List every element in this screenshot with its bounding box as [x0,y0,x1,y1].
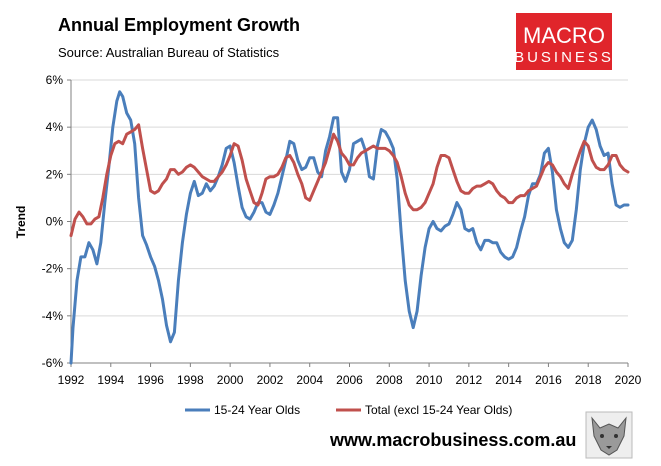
x-tick-label: 2012 [456,373,483,387]
x-tick-label: 1998 [177,373,204,387]
y-tick-label: 4% [46,120,64,134]
x-tick-label: 2016 [535,373,562,387]
chart-title: Annual Employment Growth [58,15,300,35]
series-lines [69,90,630,365]
y-tick-label: -6% [42,356,64,370]
macrobusiness-logo: MACRO BUSINESS [514,13,614,70]
x-tick-label: 2010 [416,373,443,387]
website-url: www.macrobusiness.com.au [329,430,576,450]
legend-label-15-24: 15-24 Year Olds [214,403,300,417]
logo-line2: BUSINESS [514,49,614,66]
x-tick-label: 1996 [137,373,164,387]
y-tick-label: 0% [46,215,64,229]
y-tick-label: -2% [42,262,64,276]
x-tick-label: 2004 [296,373,323,387]
x-tick-label: 2018 [575,373,602,387]
y-axis-label: Trend [14,206,28,239]
x-tick-label: 1994 [97,373,124,387]
x-tick-label: 2000 [217,373,244,387]
y-tick-label: -4% [42,309,64,323]
y-tick-label: 2% [46,167,64,181]
logo-background [516,13,612,70]
x-axis-ticks: 1992 1994 1996 1998 2000 2002 2004 2006 2008 2010… [58,363,642,387]
chart-subtitle: Source: Australian Bureau of Statistics [58,45,280,60]
legend-label-total: Total (excl 15-24 Year Olds) [365,403,512,417]
y-tick-label: 6% [46,73,64,87]
y-axis-ticks: -6% -4% -2% 0% 2% 4% 6% [42,73,71,370]
legend: 15-24 Year Olds Total (excl 15-24 Year O… [185,403,512,417]
logo-line1: MACRO [523,23,605,48]
x-tick-label: 2020 [615,373,642,387]
series-line-0 [69,90,630,365]
x-tick-label: 2008 [376,373,403,387]
x-tick-label: 2014 [495,373,522,387]
series-line-1 [69,123,630,238]
wolf-icon [585,411,633,459]
x-tick-label: 2002 [257,373,284,387]
x-tick-label: 1992 [58,373,85,387]
x-tick-label: 2006 [336,373,363,387]
